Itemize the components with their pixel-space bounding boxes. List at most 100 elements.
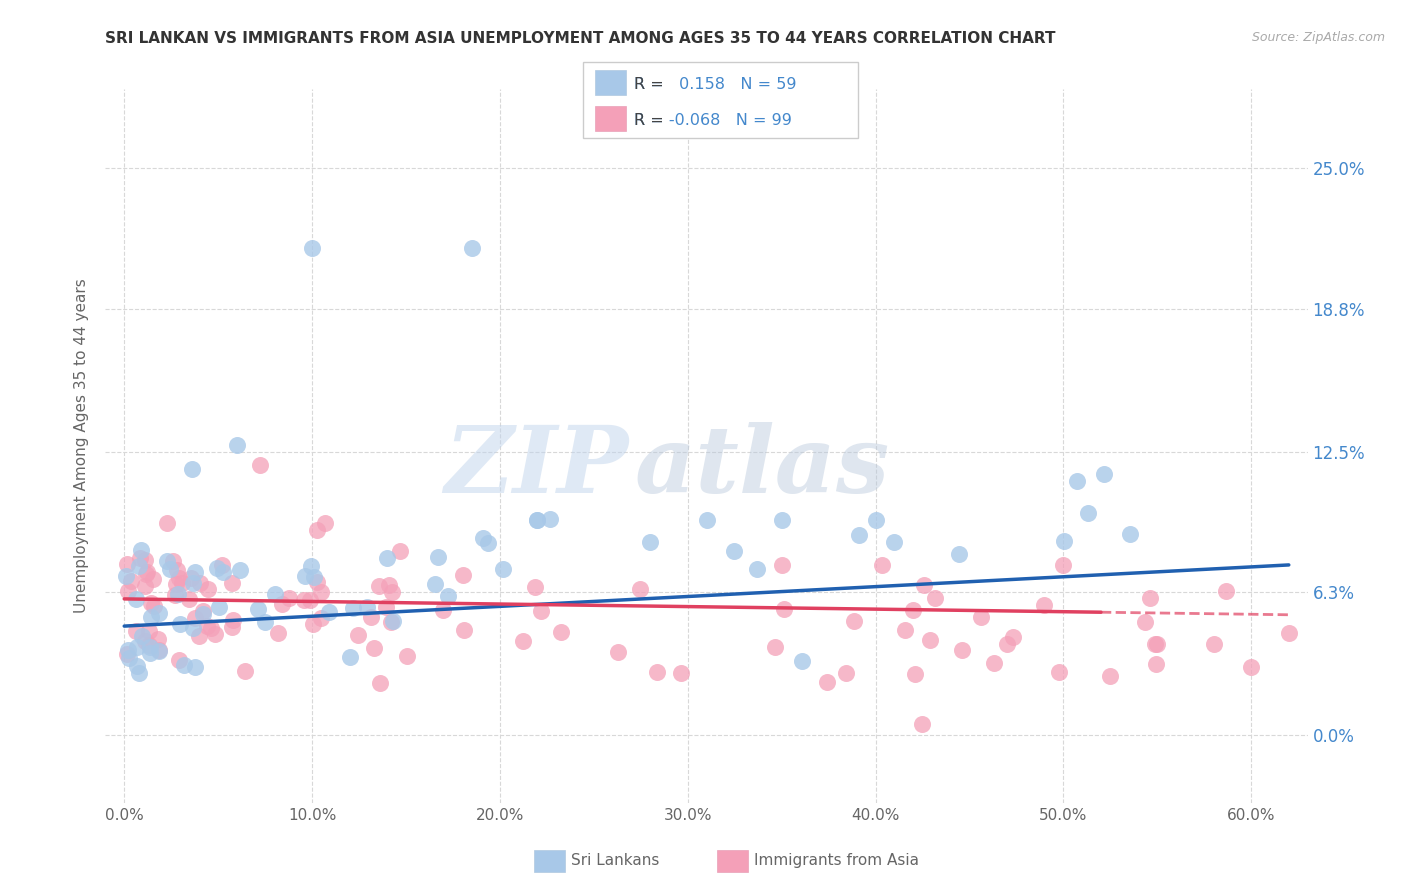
Point bbox=[249, 458, 271, 472]
Point bbox=[451, 568, 474, 582]
Point bbox=[117, 642, 139, 657]
Point bbox=[159, 562, 181, 576]
Point bbox=[177, 591, 200, 606]
Point bbox=[181, 621, 204, 635]
Point bbox=[139, 596, 162, 610]
Point bbox=[696, 513, 718, 527]
Text: R = -0.068   N = 99: R = -0.068 N = 99 bbox=[634, 112, 792, 128]
Point bbox=[314, 516, 336, 530]
Point bbox=[1052, 558, 1074, 572]
Point bbox=[264, 587, 287, 601]
Point bbox=[304, 570, 326, 584]
Point bbox=[115, 647, 138, 661]
Point bbox=[301, 241, 323, 255]
Point bbox=[181, 575, 204, 590]
Point bbox=[436, 589, 458, 603]
Point bbox=[526, 513, 548, 527]
Point bbox=[918, 633, 941, 648]
Point bbox=[305, 523, 328, 537]
Point bbox=[120, 574, 142, 588]
Point bbox=[292, 592, 315, 607]
Point bbox=[792, 654, 814, 668]
Point bbox=[134, 579, 156, 593]
Point bbox=[134, 553, 156, 567]
Point bbox=[180, 462, 202, 476]
Text: Immigrants from Asia: Immigrants from Asia bbox=[754, 854, 918, 868]
Point bbox=[226, 438, 249, 452]
Point bbox=[298, 592, 321, 607]
Point bbox=[671, 666, 693, 681]
Text: R =   0.158   N = 59: R = 0.158 N = 59 bbox=[634, 77, 797, 92]
Point bbox=[148, 632, 170, 646]
Text: SRI LANKAN VS IMMIGRANTS FROM ASIA UNEMPLOYMENT AMONG AGES 35 TO 44 YEARS CORREL: SRI LANKAN VS IMMIGRANTS FROM ASIA UNEMP… bbox=[105, 31, 1056, 46]
Point bbox=[221, 620, 243, 634]
Point bbox=[167, 571, 190, 585]
Point bbox=[1002, 630, 1025, 644]
Point bbox=[142, 599, 165, 613]
Point bbox=[125, 624, 148, 639]
Point bbox=[911, 716, 934, 731]
Point bbox=[1278, 626, 1301, 640]
Point bbox=[912, 578, 935, 592]
Point bbox=[1240, 660, 1263, 674]
Point bbox=[138, 624, 160, 638]
Point bbox=[523, 580, 546, 594]
Point bbox=[1047, 665, 1070, 679]
Point bbox=[1202, 637, 1225, 651]
Point bbox=[339, 650, 361, 665]
Point bbox=[191, 607, 214, 622]
Point bbox=[184, 611, 207, 625]
Point bbox=[453, 623, 475, 637]
Point bbox=[299, 558, 322, 573]
Point bbox=[166, 563, 188, 577]
Point bbox=[135, 566, 157, 581]
Point bbox=[870, 558, 893, 573]
Text: Sri Lankans: Sri Lankans bbox=[571, 854, 659, 868]
Point bbox=[253, 615, 276, 629]
Point bbox=[139, 646, 162, 660]
Point bbox=[377, 551, 399, 566]
Point bbox=[188, 629, 211, 643]
Point bbox=[363, 640, 385, 655]
Point bbox=[278, 591, 301, 605]
Point bbox=[148, 606, 170, 620]
Point bbox=[512, 633, 534, 648]
Point bbox=[995, 637, 1018, 651]
Point bbox=[342, 601, 364, 615]
Point bbox=[530, 604, 553, 618]
Point bbox=[375, 600, 398, 615]
Point bbox=[461, 241, 484, 255]
Point bbox=[197, 582, 219, 597]
Point bbox=[200, 621, 222, 635]
Point bbox=[526, 513, 548, 527]
Point bbox=[148, 643, 170, 657]
Point bbox=[1092, 467, 1115, 481]
Point bbox=[378, 577, 401, 591]
Point bbox=[1053, 534, 1076, 549]
Point bbox=[184, 660, 207, 674]
Point bbox=[125, 659, 148, 673]
Point bbox=[305, 574, 328, 589]
Point bbox=[883, 535, 905, 549]
Point bbox=[492, 561, 515, 575]
Point bbox=[128, 551, 150, 566]
Point bbox=[229, 563, 252, 577]
Point bbox=[125, 640, 148, 655]
Point bbox=[205, 561, 228, 575]
Point bbox=[1146, 637, 1168, 651]
Point bbox=[170, 575, 193, 590]
Point bbox=[347, 628, 370, 642]
Point bbox=[389, 544, 412, 558]
Point bbox=[271, 597, 294, 611]
Point bbox=[156, 516, 179, 530]
Point bbox=[117, 584, 139, 599]
Point bbox=[471, 531, 494, 545]
Point bbox=[233, 665, 256, 679]
Text: atlas: atlas bbox=[634, 423, 890, 512]
Point bbox=[195, 619, 218, 633]
Point bbox=[381, 585, 404, 599]
Point bbox=[188, 576, 211, 591]
Text: ZIP: ZIP bbox=[444, 423, 628, 512]
Point bbox=[1143, 638, 1166, 652]
Point bbox=[770, 558, 793, 572]
